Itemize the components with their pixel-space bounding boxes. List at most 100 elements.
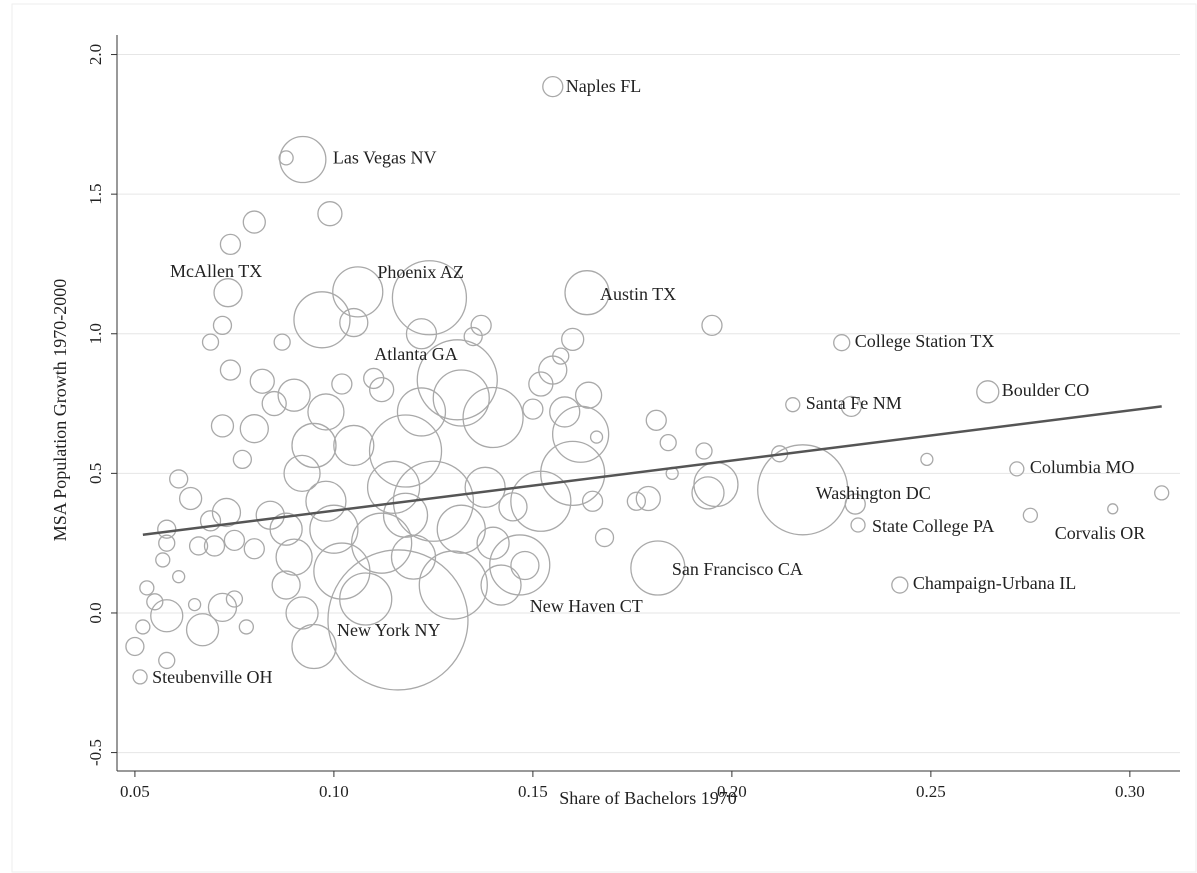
point-label: McAllen TX — [170, 261, 262, 281]
point-label: New Haven CT — [530, 596, 643, 616]
bubble — [368, 414, 443, 488]
bubble — [1154, 485, 1170, 501]
bubble — [551, 405, 610, 463]
bubble — [392, 460, 475, 542]
y-tick-label: 1.5 — [86, 184, 105, 205]
point-label: Atlanta GA — [374, 344, 457, 364]
bubble — [199, 510, 222, 532]
bubble — [528, 371, 554, 397]
point-label: San Francisco CA — [672, 559, 803, 579]
bubble — [212, 315, 233, 336]
chart-frame — [11, 3, 1197, 873]
bubble — [1022, 507, 1039, 523]
bubble — [277, 378, 311, 412]
bubble — [574, 381, 603, 409]
bubble — [369, 376, 395, 403]
bubble — [232, 449, 253, 470]
point-label: Steubenville OH — [152, 667, 272, 687]
point-label: Washington DC — [816, 483, 931, 503]
bubble — [293, 291, 351, 349]
bubble — [172, 570, 186, 584]
bubble — [391, 260, 468, 336]
bubble — [659, 433, 677, 452]
bubble — [470, 314, 492, 337]
y-tick-label: 1.0 — [86, 323, 105, 344]
point-label: New York NY — [337, 620, 441, 640]
point-label: Corvalis OR — [1055, 523, 1146, 543]
bubble — [135, 619, 151, 635]
bubble — [498, 492, 528, 522]
x-tick-label: 0.25 — [916, 782, 946, 801]
bubble — [1107, 503, 1119, 515]
bubble — [630, 540, 686, 596]
fit-line — [142, 405, 1162, 537]
bubble — [1009, 461, 1025, 477]
bubble — [333, 424, 375, 467]
bubble — [291, 422, 337, 469]
bubble — [382, 492, 429, 538]
point-label: College Station TX — [855, 331, 995, 351]
bubble — [243, 538, 265, 560]
bubble — [390, 534, 437, 580]
bubble — [150, 599, 184, 633]
y-tick-label: 0.0 — [86, 602, 105, 623]
bubble — [510, 470, 572, 532]
bubble — [309, 504, 359, 554]
bubble — [757, 444, 849, 536]
bubble — [489, 534, 551, 596]
bubble — [351, 512, 413, 574]
bubble — [464, 466, 506, 508]
bubble — [249, 368, 275, 394]
bubble — [132, 669, 148, 685]
bubble — [363, 367, 385, 390]
x-tick-label: 0.10 — [319, 782, 349, 801]
bubble — [976, 380, 1000, 404]
point-label: Austin TX — [600, 284, 676, 304]
bubble — [891, 576, 909, 594]
bubble — [589, 430, 604, 444]
bubble — [178, 486, 203, 511]
bubble — [203, 535, 226, 557]
bubble — [844, 493, 866, 515]
x-tick-label: 0.05 — [120, 782, 150, 801]
point-label: Las Vegas NV — [333, 148, 437, 168]
y-tick-label: -0.5 — [86, 739, 105, 766]
bubble — [840, 395, 862, 418]
point-label: State College PA — [872, 516, 994, 536]
bubble — [695, 442, 713, 460]
bubble — [581, 490, 604, 512]
bubble — [549, 396, 581, 428]
bubble — [157, 519, 177, 539]
bubble — [327, 549, 469, 691]
x-axis-title: Share of Bachelors 1970 — [559, 788, 736, 808]
bubble — [339, 307, 369, 338]
bubble — [331, 373, 353, 395]
bubble — [275, 538, 313, 576]
y-tick-label: 0.5 — [86, 463, 105, 484]
point-label: Santa Fe NM — [806, 393, 902, 413]
bubble — [317, 201, 343, 227]
point-label: Champaign-Urbana IL — [913, 573, 1076, 593]
bubble — [463, 326, 483, 347]
bubble — [540, 440, 606, 507]
bubble — [239, 414, 269, 444]
bubble — [261, 390, 287, 417]
bubble — [701, 314, 723, 337]
bubble — [396, 387, 447, 437]
bubble — [125, 636, 145, 657]
bubble — [185, 613, 220, 647]
bubble — [850, 517, 866, 533]
bubble — [271, 570, 301, 600]
x-tick-label: 0.20 — [717, 782, 747, 801]
bubble — [476, 526, 510, 560]
bubble — [187, 597, 202, 612]
point-label: Columbia MO — [1030, 457, 1135, 477]
bubble — [158, 534, 176, 552]
bubble — [626, 491, 647, 511]
bubble — [305, 480, 347, 522]
bubble — [283, 454, 321, 493]
bubble — [201, 333, 220, 351]
point-label: Phoenix AZ — [377, 262, 464, 282]
x-tick-label: 0.30 — [1115, 782, 1145, 801]
